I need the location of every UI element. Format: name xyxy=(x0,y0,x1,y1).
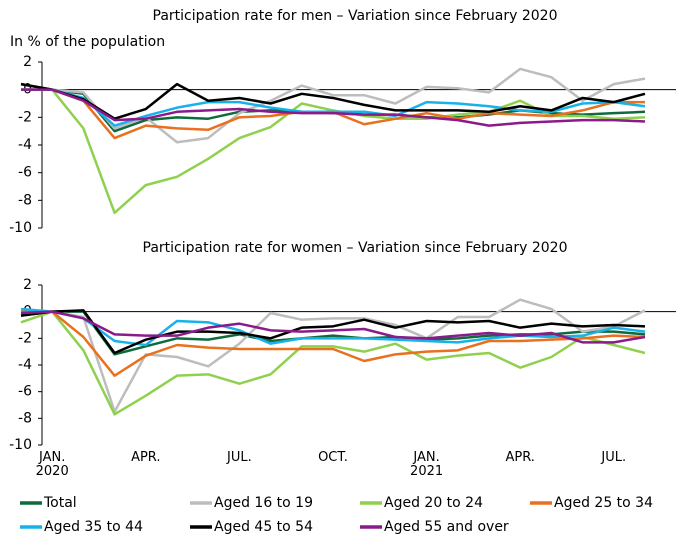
y-tick-label: -6 xyxy=(18,165,32,181)
legend-label: Aged 25 to 34 xyxy=(554,495,653,511)
x-tick-label: JUL. xyxy=(227,450,252,465)
series-line xyxy=(21,88,646,127)
series-line xyxy=(21,298,646,413)
y-axis-label: In % of the population xyxy=(10,34,165,50)
y-tick-label: -10 xyxy=(9,220,32,236)
y-tick-label: -8 xyxy=(18,410,32,426)
chart-title: Participation rate for men – Variation s… xyxy=(153,8,558,24)
series-line xyxy=(21,88,646,127)
y-tick-label: -4 xyxy=(18,357,32,373)
x-tick-label: JAN. 2021 xyxy=(410,450,444,479)
y-tick-label: 2 xyxy=(23,277,32,293)
x-tick-label: APR. xyxy=(505,450,535,465)
series-line xyxy=(21,88,646,215)
legend-label: Aged 20 to 24 xyxy=(384,495,483,511)
y-tick-label: 2 xyxy=(23,54,32,70)
x-tick-label: JUL. xyxy=(601,450,627,465)
y-tick-label: -8 xyxy=(18,192,32,208)
series-line xyxy=(20,309,646,355)
x-tick-label: APR. xyxy=(131,450,161,465)
legend-label: Aged 55 and over xyxy=(384,519,509,535)
series-line xyxy=(21,67,646,144)
x-tick-label: JAN. 2020 xyxy=(35,450,69,479)
x-tick-label: OCT. xyxy=(318,450,348,465)
series-line xyxy=(20,310,646,344)
chart-title: Participation rate for women – Variation… xyxy=(143,240,568,256)
y-tick-label: -4 xyxy=(18,137,32,153)
y-tick-label: -6 xyxy=(18,384,32,400)
series-line xyxy=(20,310,646,416)
y-tick-label: -2 xyxy=(18,330,32,346)
series-line xyxy=(21,310,646,377)
series-line xyxy=(20,82,646,120)
series-line xyxy=(20,307,646,347)
y-tick-label: -2 xyxy=(18,109,32,125)
legend-label: Aged 45 to 54 xyxy=(214,519,313,535)
legend-label: Aged 16 to 19 xyxy=(214,495,313,511)
y-tick-label: -10 xyxy=(9,437,32,453)
legend-label: Aged 35 to 44 xyxy=(44,519,143,535)
legend-label: Total xyxy=(43,495,77,511)
